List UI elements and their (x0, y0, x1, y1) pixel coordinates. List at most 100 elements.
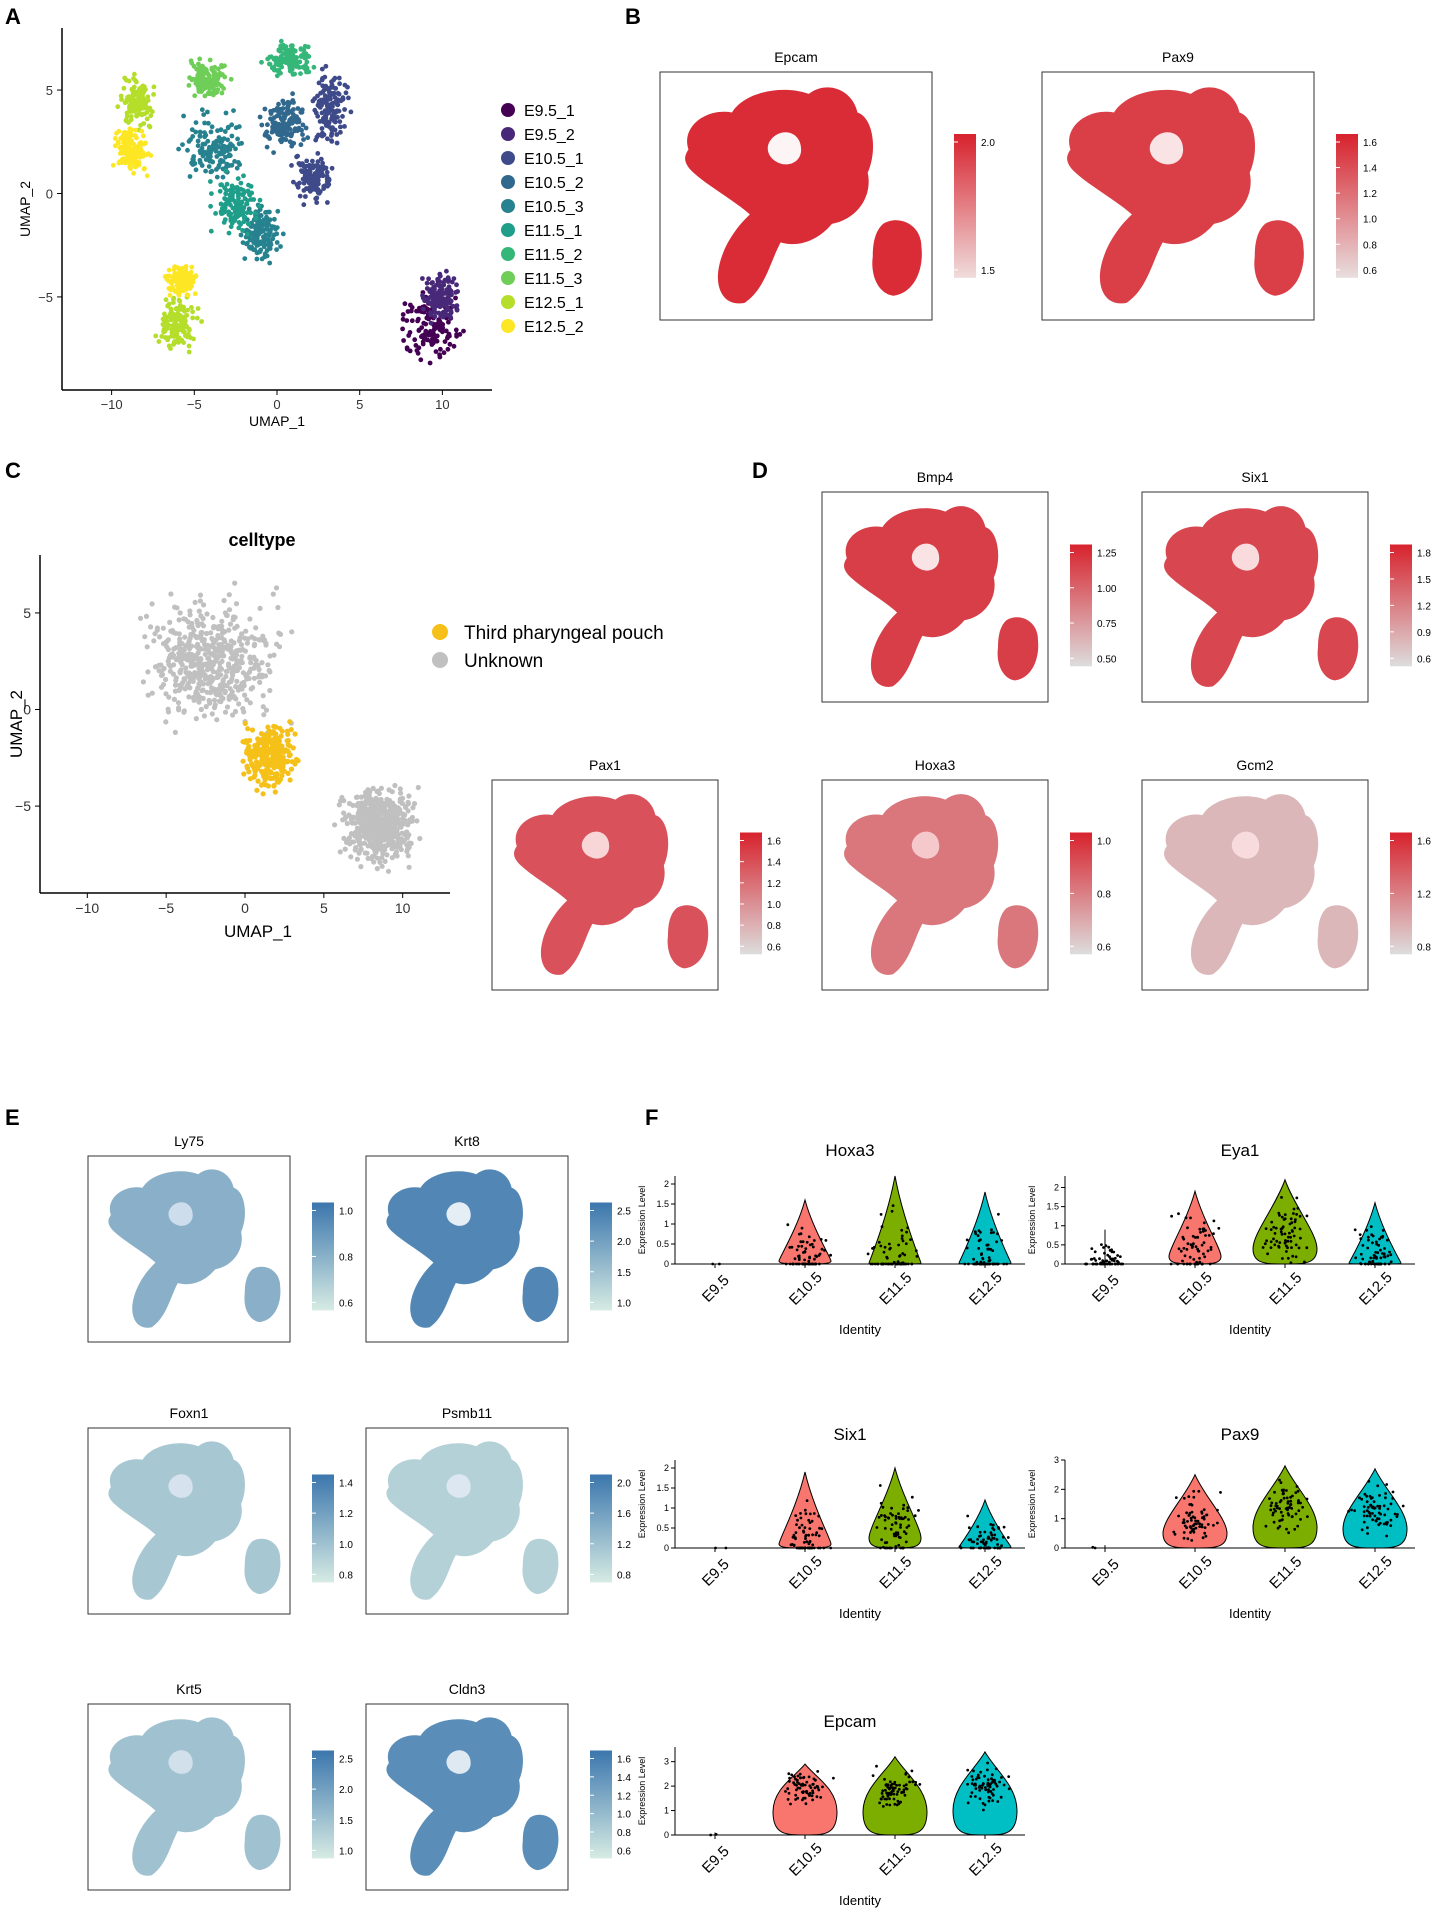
umap-point-unknown (389, 789, 395, 795)
umap-point-E10.5_2 (300, 122, 306, 128)
umap-point-E12.5_1 (147, 124, 153, 130)
umap-point-E10.5_1 (306, 180, 312, 186)
colorbar-tick-label: 1.2 (1363, 189, 1377, 200)
legend-label: E10.5_3 (524, 199, 584, 216)
umap-point-E11.5_3 (194, 66, 200, 72)
umap-point-E10.5_1 (299, 169, 305, 175)
umap-point-unknown (393, 849, 399, 855)
colorbar-tick-label: 1.6 (1363, 138, 1377, 149)
umap-point-E9.5_2 (426, 276, 431, 282)
umap-point-unknown (289, 629, 295, 635)
umap-point-E10.5_1 (317, 119, 323, 124)
umap-point-E12.5_1 (182, 321, 188, 327)
umap-point-unknown (252, 662, 258, 668)
umap-point-unknown (172, 729, 178, 736)
umap-point-E11.5_1 (247, 191, 253, 197)
umap-point-unknown (198, 613, 204, 619)
umap-point-third-pharyngeal-pouch (284, 738, 290, 744)
umap-point-E10.5_2 (259, 122, 265, 128)
umap-point-E10.5_2 (269, 129, 275, 135)
umap-point-E10.5_2 (281, 111, 286, 116)
umap-point-E9.5_2 (421, 306, 426, 312)
umap-point-E9.5_1 (400, 312, 406, 317)
umap-point-third-pharyngeal-pouch (272, 733, 278, 740)
umap-point-unknown (219, 618, 225, 624)
umap-point-E11.5_3 (200, 63, 205, 69)
umap-point-unknown (190, 695, 196, 701)
umap-point-unknown (265, 662, 271, 668)
umap-point-unknown (142, 634, 148, 640)
colorbar-tick-label: 1.00 (1097, 584, 1117, 595)
umap-point-E12.5_2 (141, 133, 146, 139)
umap-point-unknown (358, 847, 364, 853)
umap-point-unknown (404, 848, 410, 855)
umap-point-E11.5_3 (212, 69, 218, 75)
umap-point-E12.5_1 (127, 108, 132, 114)
feature-shape-high-body (1164, 794, 1319, 975)
umap-point-unknown (201, 637, 207, 643)
umap-point-third-pharyngeal-pouch (262, 736, 268, 742)
umap-point-E12.5_1 (139, 90, 145, 96)
x-axis-label: UMAP_1 (249, 413, 305, 429)
feature-shape-high-island (1317, 617, 1359, 681)
umap-point-unknown (194, 617, 200, 624)
umap-point-unknown (378, 845, 384, 851)
umap-point-unknown (209, 711, 215, 717)
umap-point-E12.5_1 (195, 306, 201, 311)
umap-point-E11.5_3 (207, 86, 213, 91)
umap-point-unknown (373, 839, 379, 845)
umap-point-third-pharyngeal-pouch (280, 767, 286, 773)
umap-point-E11.5_3 (219, 83, 224, 89)
umap-point-E12.5_1 (132, 71, 137, 77)
umap-point-E10.5_1 (311, 186, 317, 192)
umap-point-E12.5_1 (128, 117, 134, 123)
umap-point-E10.5_1 (322, 183, 328, 189)
umap-point-E12.5_1 (151, 92, 157, 97)
umap-point-unknown (181, 647, 187, 653)
umap-point-unknown (158, 684, 165, 690)
umap-point-unknown (234, 678, 240, 684)
umap-point-unknown (232, 580, 238, 586)
umap-point-unknown (386, 809, 392, 815)
umap-point-unknown (153, 664, 159, 670)
umap-point-E9.5_1 (434, 321, 440, 327)
colorbar-tick-label: 0.8 (1363, 240, 1377, 251)
umap-point-unknown (402, 817, 408, 823)
umap-point-E12.5_2 (133, 127, 138, 133)
umap-point-E9.5_1 (433, 349, 439, 354)
umap-point-E10.5_2 (287, 139, 293, 145)
umap-point-E11.5_1 (241, 219, 247, 225)
umap-point-E12.5_1 (178, 324, 183, 330)
umap-point-E9.5_1 (428, 329, 433, 334)
umap-point-E10.5_3 (267, 260, 273, 266)
umap-point-E10.5_1 (324, 169, 330, 175)
umap-point-unknown (176, 650, 182, 656)
umap-point-E12.5_1 (174, 331, 180, 337)
umap-point-unknown (201, 713, 207, 719)
umap-point-unknown (206, 697, 212, 704)
umap-point-unknown (260, 704, 266, 710)
umap-point-E9.5_1 (400, 316, 406, 322)
umap-point-unknown (239, 653, 245, 660)
umap-point-E12.5_1 (128, 99, 134, 105)
panel-letter-d: D (752, 458, 768, 483)
umap-point-unknown (371, 859, 377, 865)
umap-point-E10.5_3 (223, 154, 228, 160)
umap-point-E10.5_2 (264, 144, 270, 150)
umap-point-unknown (218, 666, 225, 672)
umap-point-unknown (198, 632, 204, 638)
umap-point-E11.5_2 (298, 71, 303, 76)
umap-point-unknown (253, 657, 259, 664)
umap-point-E12.5_2 (116, 128, 122, 134)
umap-point-unknown (224, 704, 231, 710)
umap-point-E10.5_1 (327, 85, 333, 91)
umap-point-E11.5_3 (220, 72, 225, 77)
umap-point-E10.5_3 (260, 239, 266, 245)
umap-point-unknown (410, 805, 416, 811)
umap-point-E11.5_2 (289, 67, 295, 72)
colorbar-tick-label: 0.50 (1097, 654, 1117, 665)
umap-point-E10.5_2 (288, 133, 294, 139)
umap-point-E11.5_1 (235, 176, 241, 182)
umap-point-E10.5_1 (301, 202, 307, 208)
